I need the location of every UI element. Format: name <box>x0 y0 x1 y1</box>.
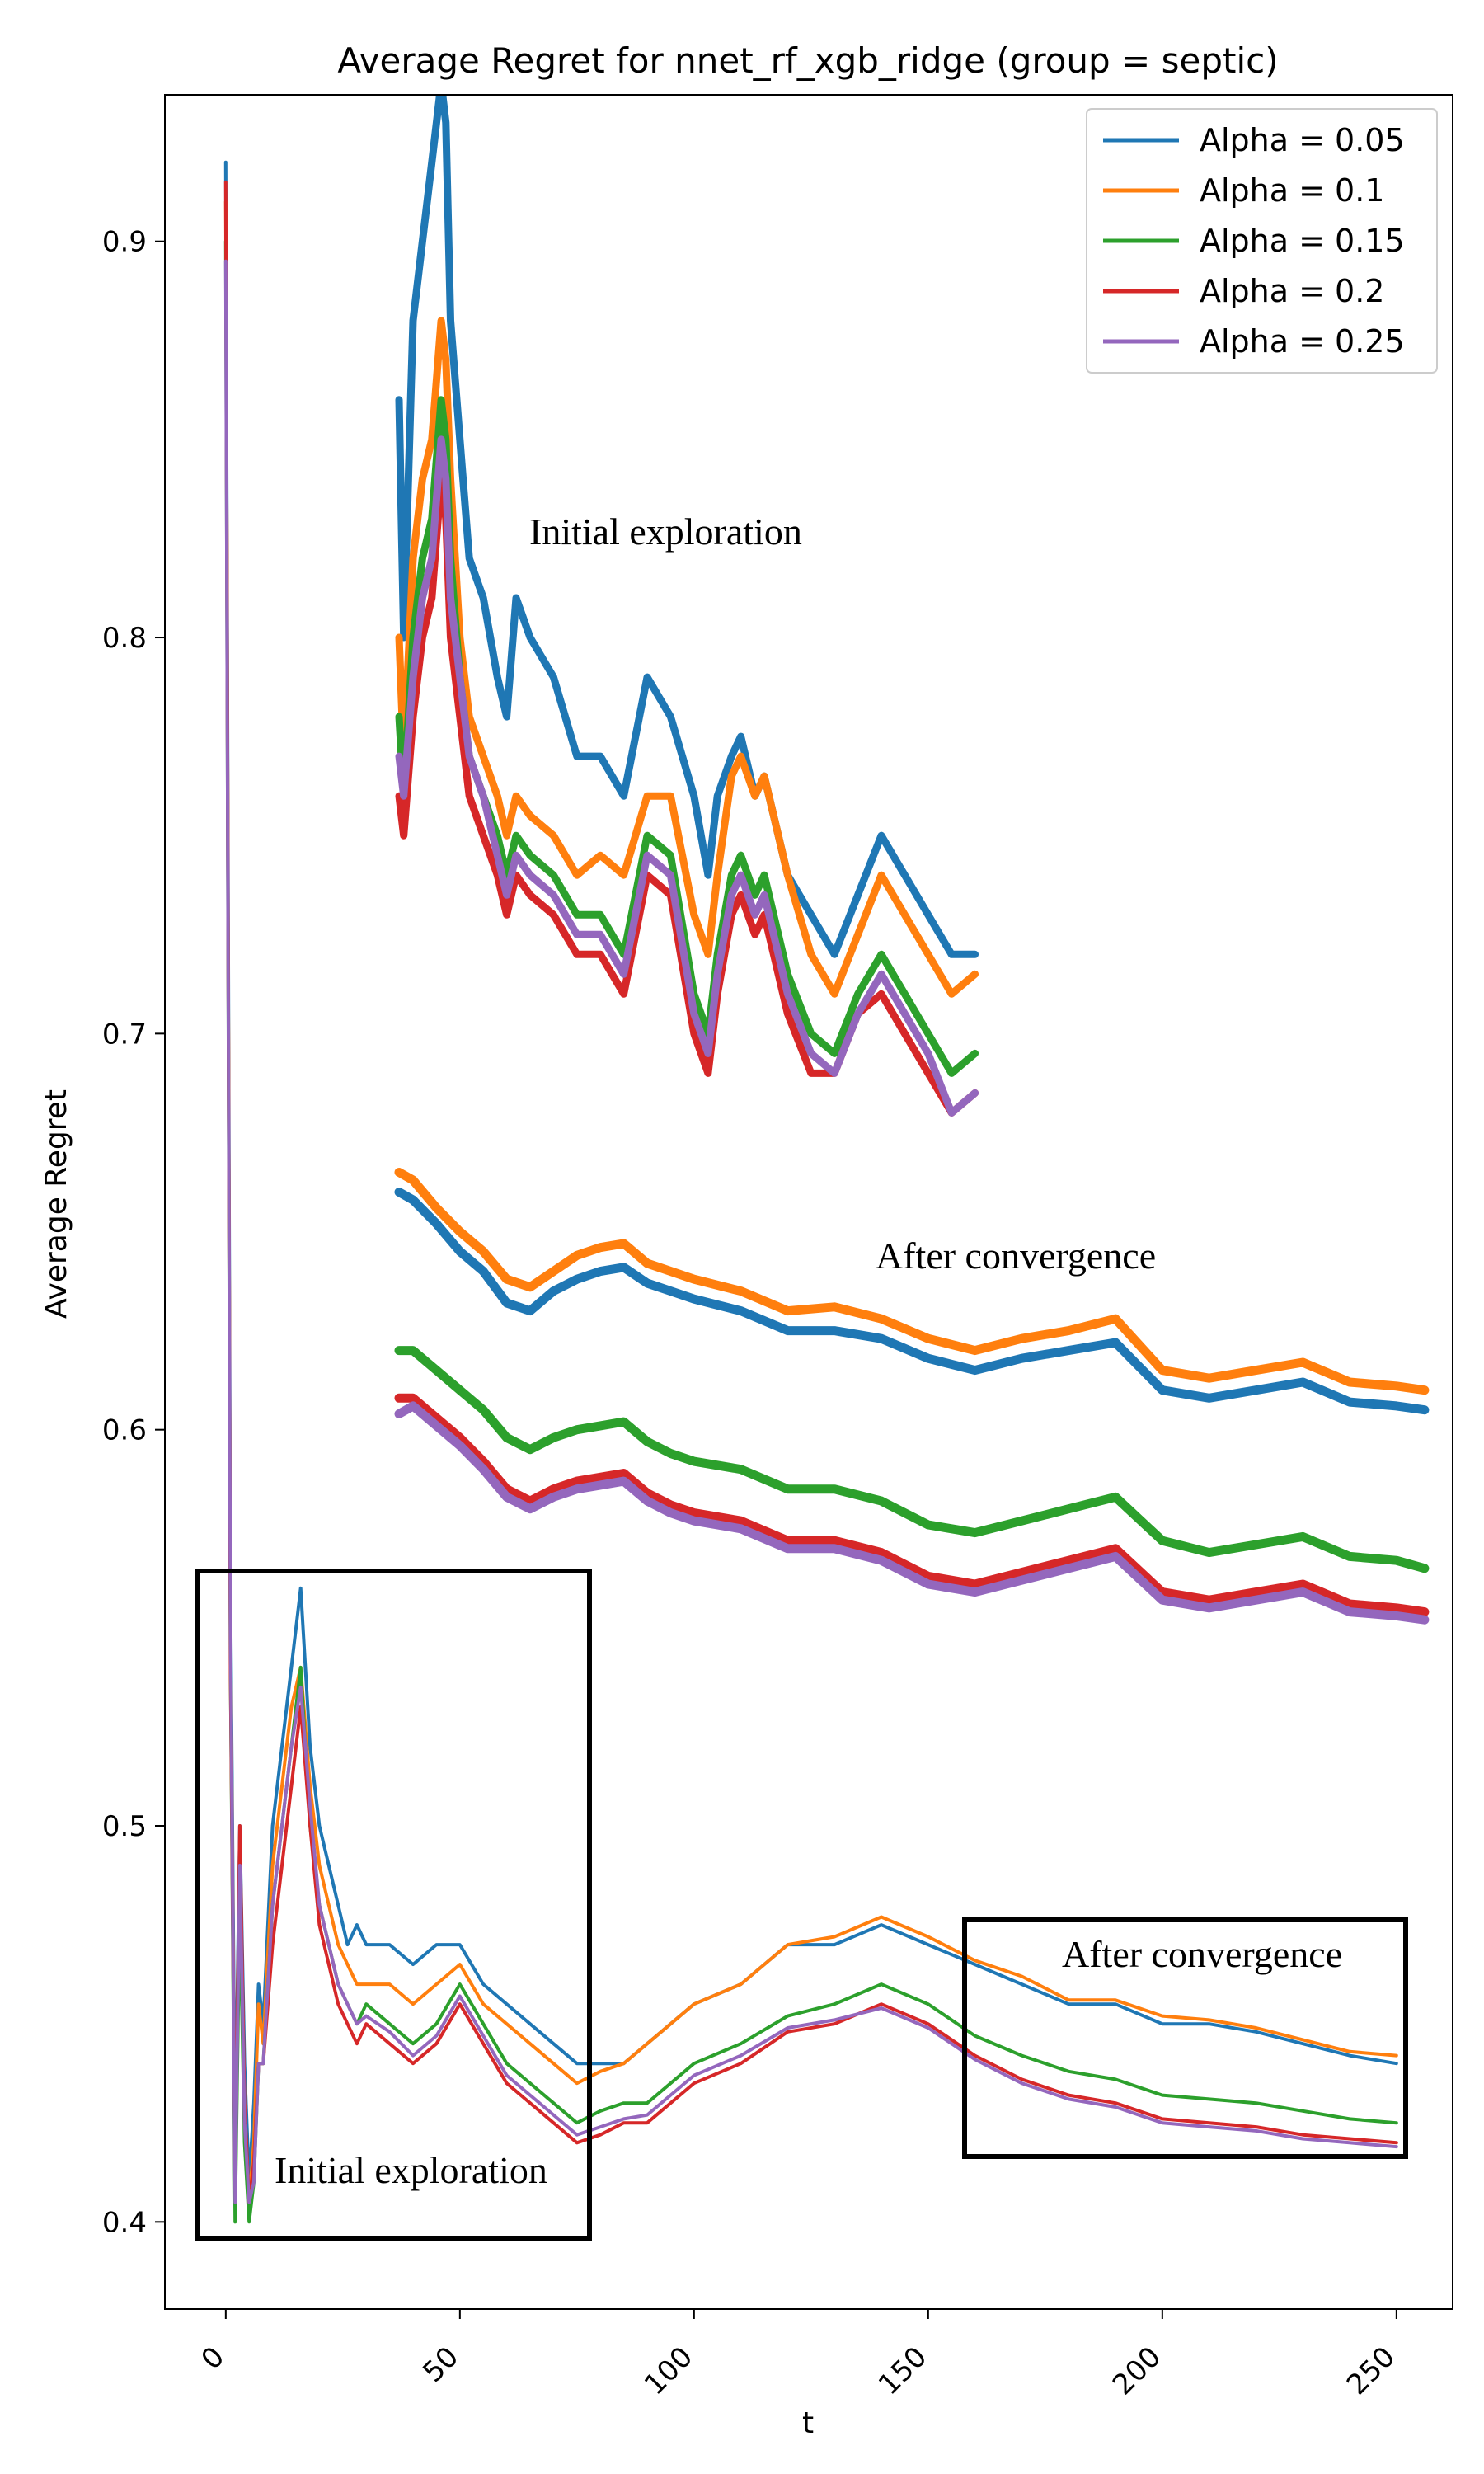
legend: Alpha = 0.05 Alpha = 0.1 Alpha = 0.15 Alpha… <box>1086 108 1438 374</box>
annotation-after-convergence-bottom: After convergence <box>1062 1933 1342 1975</box>
series-line-converged-2 <box>394 1168 1430 1395</box>
legend-box <box>1086 108 1438 374</box>
plot-frame <box>164 94 1453 2310</box>
y-tick-label: 0.8 <box>102 622 147 655</box>
series-line-converged-5 <box>394 1401 1430 1625</box>
legend-label: Alpha = 0.25 <box>1200 323 1405 360</box>
series-line-base-5 <box>223 259 1398 2204</box>
exploration-highlight-box <box>195 1569 592 2241</box>
chart-title: Average Regret for nnet_rf_xgb_ridge (gr… <box>337 40 1278 81</box>
y-tick-label: 0.9 <box>102 226 147 259</box>
y-tick-label: 0.4 <box>102 2206 147 2239</box>
legend-label: Alpha = 0.05 <box>1200 122 1405 158</box>
series-line-explore-1 <box>395 95 979 958</box>
y-axis: 0.4 0.5 0.6 0.7 0.8 0.9 <box>102 226 165 2239</box>
x-tick-label: 200 <box>1106 2340 1167 2401</box>
x-tick-label: 150 <box>872 2340 933 2401</box>
series-line-explore-5 <box>395 435 979 1117</box>
x-tick-label: 100 <box>638 2340 699 2401</box>
x-tick-label: 50 <box>416 2340 465 2389</box>
annotation-initial-exploration-top: Initial exploration <box>529 510 802 553</box>
y-axis-label: Average Regret <box>40 1089 73 1319</box>
series-line-converged-3 <box>394 1346 1430 1573</box>
legend-label: Alpha = 0.15 <box>1200 223 1405 259</box>
plot-area <box>223 95 1430 2224</box>
legend-label: Alpha = 0.1 <box>1200 172 1384 209</box>
y-tick-label: 0.5 <box>102 1810 147 1843</box>
legend-label: Alpha = 0.2 <box>1200 273 1384 309</box>
x-axis: 0 50 100 150 200 250 <box>195 2309 1402 2401</box>
annotation-after-convergence-top: After convergence <box>876 1235 1156 1277</box>
y-tick-label: 0.7 <box>102 1018 147 1051</box>
series-line-converged-1 <box>394 1188 1430 1415</box>
series-line-explore-2 <box>395 317 979 998</box>
annotation-initial-exploration-bottom: Initial exploration <box>275 2149 547 2191</box>
convergence-highlight-box <box>962 1917 1408 2159</box>
x-tick-label: 0 <box>195 2340 232 2377</box>
x-tick-label: 250 <box>1341 2340 1402 2401</box>
series-line-converged-4 <box>394 1393 1430 1617</box>
y-tick-label: 0.6 <box>102 1414 147 1447</box>
x-axis-label: t <box>802 2406 814 2440</box>
